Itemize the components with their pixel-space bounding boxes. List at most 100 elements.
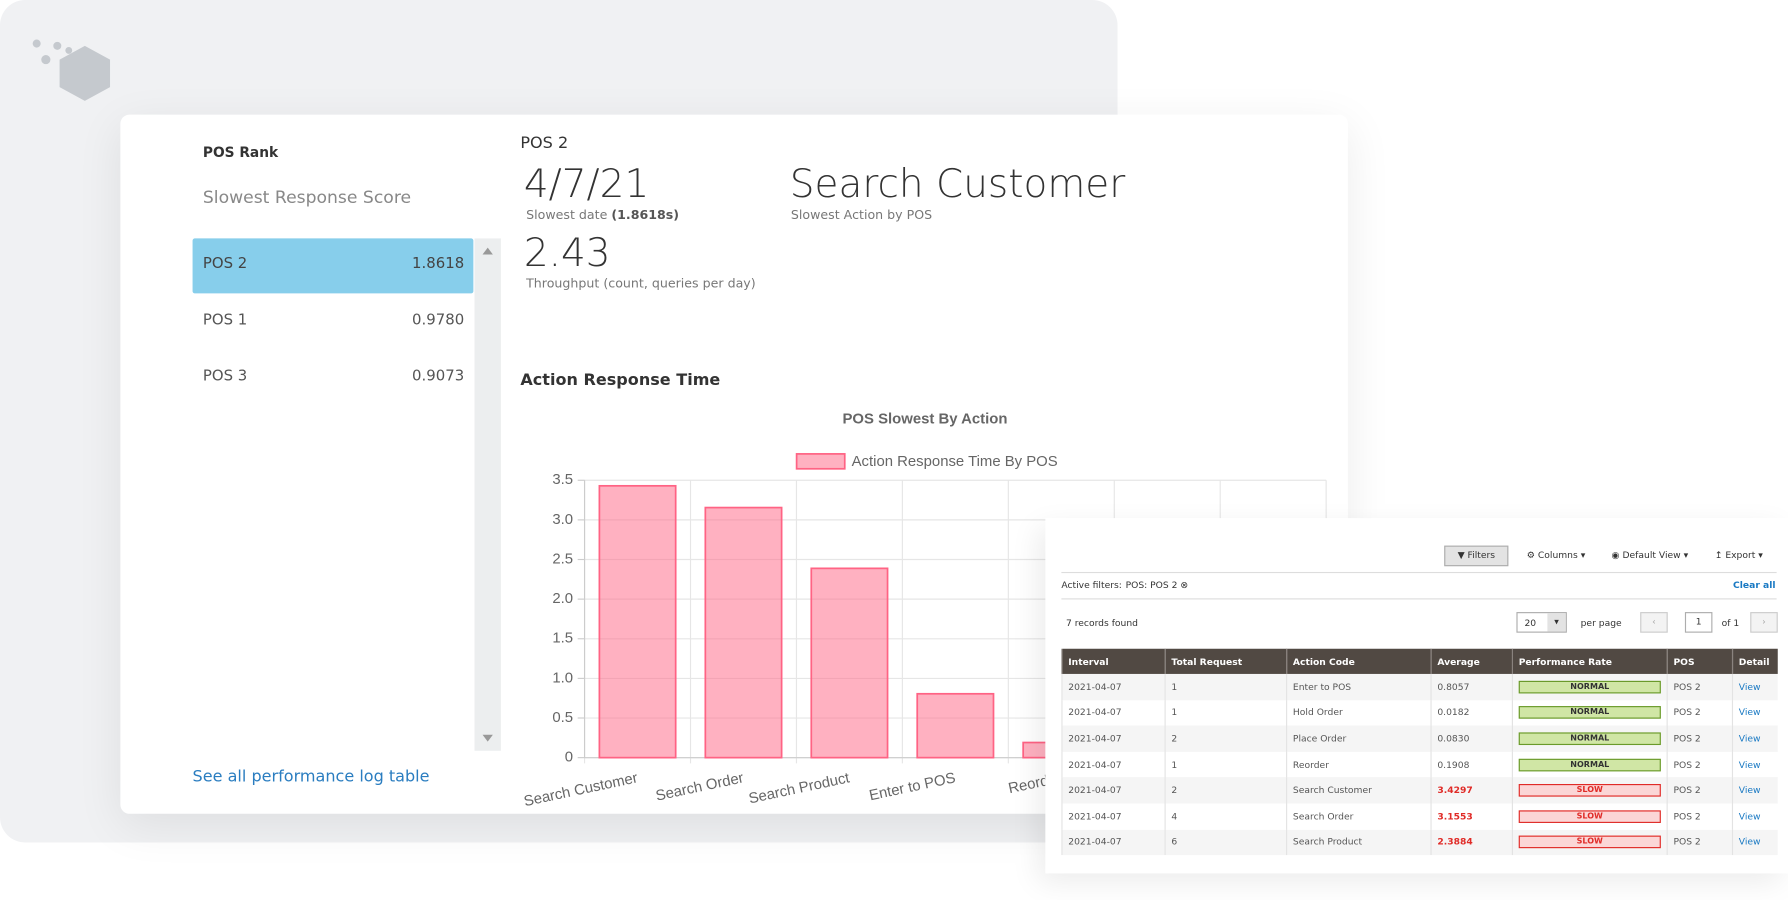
average-cell: 3.1553 (1430, 803, 1513, 830)
table-cell: 2021-04-07 (1061, 699, 1166, 726)
column-header: Interval (1061, 648, 1166, 674)
average-cell: 0.0830 (1430, 725, 1513, 752)
page-total: of 1 (1721, 617, 1740, 629)
y-tick-label: 1.0 (552, 670, 573, 686)
view-link[interactable]: View (1738, 707, 1761, 718)
rank-row[interactable]: POS 2 1.8618 (192, 238, 474, 294)
columns-button[interactable]: ⚙ Columns ▾ (1526, 550, 1586, 561)
active-filters-label: Active filters: (1061, 579, 1122, 591)
prev-page[interactable]: ‹ (1640, 612, 1668, 633)
column-header: Action Code (1286, 648, 1432, 674)
table-cell: POS 2 (1666, 829, 1733, 856)
table-cell: 1 (1164, 673, 1287, 700)
x-tick-label: Enter to POS (868, 770, 957, 804)
view-link[interactable]: View (1738, 837, 1761, 848)
logo (32, 39, 111, 101)
rank-name: POS 1 (202, 311, 248, 329)
detail-cell: View (1731, 777, 1778, 804)
view-link[interactable]: View (1738, 785, 1761, 796)
x-tick-label: Search Order (654, 770, 745, 804)
rate-badge: NORMAL (1518, 680, 1661, 694)
table-cell: 6 (1164, 829, 1287, 856)
slowest-action: Search Customer (789, 161, 1126, 208)
rank-score: 0.9780 (412, 311, 465, 329)
y-tick-label: 3.0 (552, 512, 573, 528)
log-table-link[interactable]: See all performance log table (192, 767, 430, 787)
y-tick-label: 1.5 (552, 631, 573, 647)
table-cell: 4 (1164, 803, 1287, 830)
average-cell: 0.1908 (1430, 751, 1513, 778)
throughput-caption: Throughput (count, queries per day) (526, 276, 756, 292)
rate-cell: SLOW (1511, 803, 1668, 830)
column-header: POS (1666, 648, 1733, 674)
table-cell: 2021-04-07 (1061, 829, 1166, 856)
rate-badge: NORMAL (1518, 732, 1661, 746)
rate-badge: SLOW (1518, 784, 1661, 797)
caption-value: (1.8618s) (611, 207, 680, 223)
view-link[interactable]: View (1738, 811, 1761, 822)
slowest-action-caption: Slowest Action by POS (790, 207, 933, 223)
divider (1061, 598, 1777, 600)
table-cell: 2 (1164, 725, 1287, 752)
filters-button[interactable]: ▼ Filters (1444, 545, 1509, 567)
view-button[interactable]: ◉ Default View ▾ (1611, 550, 1689, 561)
table-cell: 1 (1164, 751, 1287, 778)
rate-cell: SLOW (1511, 777, 1668, 804)
table-cell: Enter to POS (1286, 673, 1432, 700)
next-page[interactable]: › (1750, 612, 1778, 633)
average-cell: 2.3884 (1430, 829, 1513, 856)
column-header: Performance Rate (1511, 648, 1668, 674)
log-table-panel: ▼ Filters ⚙ Columns ▾ ◉ Default View ▾ ↥… (1045, 518, 1788, 874)
table-cell: POS 2 (1666, 673, 1733, 700)
export-text: Export (1725, 550, 1756, 561)
average-cell: 0.8057 (1430, 673, 1513, 700)
view-link[interactable]: View (1738, 733, 1761, 744)
table-cell: 2 (1164, 777, 1287, 804)
y-tick-label: 0.5 (552, 710, 573, 726)
rank-row[interactable]: POS 1 0.9780 (193, 295, 474, 350)
table-row: 2021-04-07 1 Enter to POS 0.8057 NORMAL POS 2… (1061, 673, 1778, 700)
table-cell: 2021-04-07 (1061, 777, 1166, 804)
page-input[interactable]: 1 (1684, 612, 1713, 633)
rate-badge: SLOW (1518, 835, 1661, 849)
clear-all[interactable]: Clear all (1733, 579, 1776, 591)
detail-cell: View (1731, 803, 1778, 830)
slowest-date-caption: Slowest date (1.8618s) (526, 207, 679, 222)
filter-text: POS: POS 2 (1125, 579, 1178, 591)
rate-badge: SLOW (1518, 810, 1661, 823)
rank-score: 1.8618 (412, 255, 465, 273)
table-cell: POS 2 (1666, 751, 1733, 778)
slowest-date: 4/7/21 (523, 161, 650, 208)
active-filter[interactable]: POS: POS 2 ⊗ (1125, 579, 1189, 591)
rate-cell: NORMAL (1511, 699, 1668, 726)
rank-row[interactable]: POS 3 0.9073 (193, 351, 474, 406)
view-link[interactable]: View (1738, 681, 1761, 693)
table-cell: 2021-04-07 (1061, 673, 1166, 700)
column-header: Total Request (1164, 648, 1287, 674)
column-header: Average (1430, 648, 1513, 674)
bar (810, 567, 889, 759)
rate-cell: NORMAL (1511, 751, 1668, 778)
table-cell: Search Product (1286, 829, 1432, 856)
table-cell: 2021-04-07 (1061, 751, 1166, 778)
per-page-label: per page (1580, 617, 1622, 629)
divider (1061, 571, 1777, 574)
rank-title: POS Rank (202, 144, 279, 161)
table-cell: Reorder (1286, 751, 1432, 778)
per-page-select[interactable]: 20 ▾ (1516, 612, 1567, 633)
view-link[interactable]: View (1738, 759, 1761, 770)
table-cell: 2021-04-07 (1061, 725, 1166, 752)
rate-cell: SLOW (1511, 829, 1668, 856)
detail-cell: View (1731, 725, 1778, 752)
rank-name: POS 3 (202, 367, 248, 386)
y-tick-label: 2.5 (552, 551, 573, 567)
records-count: 7 records found (1065, 617, 1138, 629)
x-tick-label: Search Product (747, 770, 852, 807)
export-button[interactable]: ↥ Export ▾ (1714, 550, 1763, 561)
table-cell: POS 2 (1666, 699, 1733, 726)
average-cell: 3.4297 (1430, 777, 1513, 804)
table-row: 2021-04-07 2 Place Order 0.0830 NORMAL POS 2 V… (1061, 725, 1778, 752)
section-title: Action Response Time (520, 371, 721, 390)
filters-text: Filters (1467, 550, 1496, 561)
table-row: 2021-04-07 2 Search Customer 3.4297 SLOW POS … (1061, 777, 1778, 804)
